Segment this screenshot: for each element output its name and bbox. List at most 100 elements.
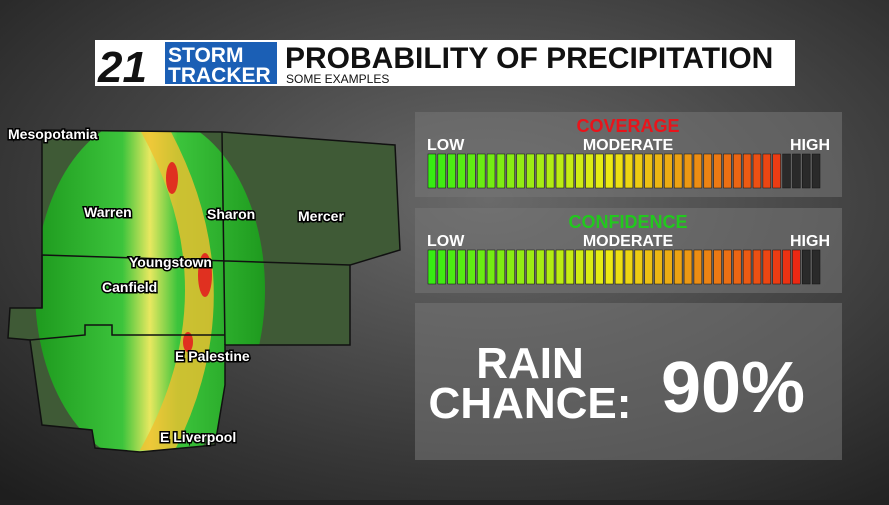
gauge-segment [674,153,683,189]
gauge-segment [457,249,466,285]
gauge-segment [516,249,525,285]
gauge-segment [644,249,653,285]
gauge-segment [802,153,811,189]
logo-text: TRACKER [168,64,271,87]
gauge-segment [545,249,555,285]
gauges: COVERAGE LOW MODERATE HIGH CONFIDENCE LOW MODE… [415,112,842,293]
gauge-segment [506,153,515,189]
map-label: Sharon [207,206,255,222]
gauge-segment [536,249,545,285]
gauge-segment [595,153,604,189]
gauge-moderate: MODERATE [583,233,674,250]
gauge-segment [575,153,584,189]
gauge-segment [792,153,801,189]
map-label: Youngstown [129,254,212,270]
gauge-segment [486,249,496,285]
gauge-segment [742,153,752,189]
gauge-segment [555,153,565,189]
gauge-segment [575,249,584,285]
gauge-segment [733,249,742,285]
gauge-segment [555,249,565,285]
gauge-segment [585,153,594,189]
gauge-segment [811,249,821,285]
title: PROBABILITY OF PRECIPITATION [285,42,773,75]
gauge-segment [614,153,624,189]
gauge-segment [545,153,555,189]
gauge-segment [506,249,515,285]
gauge-segment [634,249,643,285]
county-lines [7,129,401,453]
gauge-high: HIGH [790,137,830,154]
gauge-low: LOW [427,233,465,250]
gauge-segment [713,153,722,189]
gauge-moderate: MODERATE [583,137,674,154]
gauge-high: HIGH [790,233,830,250]
gauge-segment [526,153,535,189]
rain-panel: RAIN CHANCE: 90% [415,303,842,460]
gauge-segment [772,153,781,189]
gauge-segment [674,249,683,285]
gauge-segment [447,153,456,189]
gauge-segment [762,153,772,189]
rain-label: CHANCE: [429,379,632,428]
logo-number: 21 [97,43,147,92]
gauge-segment [733,153,742,189]
gauge-segment [683,153,693,189]
gauge-segment [782,249,791,285]
gauge-low: LOW [427,137,465,154]
gauge-segment [693,249,703,285]
rain-label: RAIN [476,339,584,388]
gauge-segment [624,153,634,189]
gauge-segment [526,249,535,285]
gauge-segment [467,249,476,285]
gauge-segment [496,249,506,285]
rain-value: 90% [661,348,805,428]
gauge-segment [752,153,762,189]
gauge-segment [752,249,762,285]
gauge-segment [703,153,712,189]
gauge-segment [496,153,506,189]
gauge-segment [437,153,446,189]
gauge-segment [811,153,821,189]
gauge-segment [664,153,673,189]
gauge-segment [565,153,575,189]
gauge-segment [624,249,634,285]
gauge-segment [605,153,614,189]
gauge-segment [792,249,801,285]
gauge-segment [614,249,624,285]
map-label: Mesopotamia [8,126,98,142]
map-label: E Palestine [175,348,250,364]
map-label: E Liverpool [160,429,236,445]
gauge-segment [683,249,693,285]
gauge-segment [654,249,663,285]
map-label: Warren [84,204,132,220]
gauge-segment [664,249,673,285]
gauge-segment [644,153,653,189]
gauge-segment [477,249,486,285]
logo-text: STORM [168,44,243,67]
gauge-segment [802,249,811,285]
gauge-segment [772,249,781,285]
gauge-segment [565,249,575,285]
gauge-title: CONFIDENCE [568,212,687,232]
gauge-title: COVERAGE [576,116,679,136]
gauge-segment [723,153,732,189]
gauge-segment [782,153,791,189]
gauge-segment [427,153,437,189]
gauge-segment [742,249,752,285]
gauge-segment [723,249,732,285]
gauge-segment [703,249,712,285]
gauge-segment [585,249,594,285]
gauge-segment [536,153,545,189]
gauge-segment [762,249,772,285]
gauge-segment [693,153,703,189]
gauge-segment [634,153,643,189]
gauge-segment [654,153,663,189]
map-label: Mercer [298,208,344,224]
header: 21 STORM TRACKER PROBABILITY OF PRECIPIT… [95,40,795,92]
gauge-segment [516,153,525,189]
gauge-segment [477,153,486,189]
gauge-segment [467,153,476,189]
